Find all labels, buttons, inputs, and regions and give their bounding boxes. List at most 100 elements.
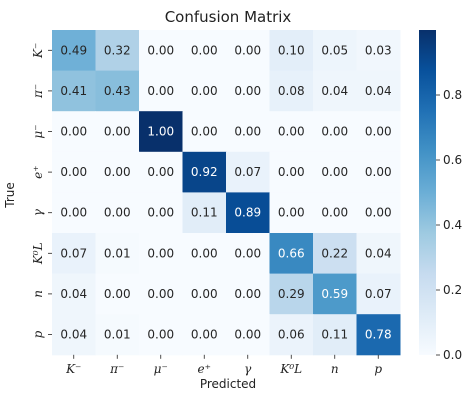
cell-value-label: 0.00 [104,206,131,220]
cell-value-label: 0.59 [321,287,348,301]
heatmap-cell [95,273,140,315]
cell-value-label: 0.00 [365,206,392,220]
heatmap-cell [313,70,357,112]
y-tick-labels: K⁻ π⁻ μ⁻ e⁺ γ K⁰L n p [31,43,52,338]
cell-value-label: 0.00 [234,246,261,260]
cell-value-label: 0.00 [321,165,348,179]
cell-value-label: 0.00 [191,246,218,260]
cell-value-label: 0.43 [104,84,131,98]
heatmap-cell [226,192,270,234]
cell-value-label: 0.00 [60,165,87,179]
cell-value-label: 0.00 [147,328,174,342]
colorbar-ticks: 0.0 0.2 0.4 0.6 0.8 [436,88,462,362]
heatmap-cell [269,314,314,356]
heatmap-cell [269,111,314,153]
y-tick-label: e⁺ [31,165,45,178]
cell-value-label: 0.00 [147,246,174,260]
heatmap-cell [356,233,401,275]
heatmap-cell [226,151,270,193]
heatmap-cell [356,70,401,112]
cell-value-label: 0.00 [234,328,261,342]
heatmap-cell [269,192,314,234]
heatmap-cell [269,233,314,275]
heatmap-cell [182,192,227,234]
x-axis-label: Predicted [200,377,256,391]
cell-value-label: 0.00 [191,125,218,139]
colorbar-tick-label: 0.6 [443,153,462,167]
cell-value-label: 0.66 [278,246,305,260]
y-tick-label: γ [31,208,45,216]
x-tick-label: π⁻ [109,362,124,376]
cell-value-label: 0.08 [278,84,305,98]
heatmap-cell [356,314,401,356]
cell-value-label: 0.00 [104,165,131,179]
cell-value-label: 0.03 [365,43,392,57]
cell-value-label: 0.89 [234,206,261,220]
cell-value-label: 0.00 [60,125,87,139]
colorbar-tick-label: 0.2 [443,283,462,297]
cell-value-label: 0.11 [191,206,218,220]
y-axis-label: True [3,182,17,209]
cell-value-label: 0.92 [191,165,218,179]
cell-value-label: 0.00 [60,206,87,220]
heatmap-cell [356,30,401,72]
cell-value-label: 0.00 [234,84,261,98]
colorbar-tick-label: 0.0 [443,348,462,362]
heatmap-cell [313,111,357,153]
cell-value-label: 0.00 [147,43,174,57]
heatmap-cell [52,314,96,356]
cell-value-label: 0.11 [321,328,348,342]
heatmap-cell [95,111,140,153]
heatmap-cell [182,273,227,315]
heatmap-cell [95,70,140,112]
y-tick-label: K⁰L [31,242,45,265]
heatmap-cell [139,70,183,112]
x-tick-label: e⁺ [198,362,211,376]
y-tick-label: K⁻ [31,43,45,59]
heatmap-cell [313,314,357,356]
heatmap-cell [139,192,183,234]
cell-value-label: 0.04 [365,246,392,260]
x-tick-label: p [374,362,382,376]
heatmap-cell [52,111,96,153]
heatmap-cell [313,151,357,193]
heatmap-cell [356,273,401,315]
heatmap-cell [356,192,401,234]
x-tick-label: K⁻ [65,362,81,376]
heatmap-cell [182,70,227,112]
cell-value-label: 0.07 [234,165,261,179]
heatmap-cell [139,314,183,356]
heatmap-cell [95,30,140,72]
heatmap-cell [313,30,357,72]
cell-value-label: 0.00 [365,165,392,179]
y-tick-label: μ⁻ [31,124,45,138]
cell-value-label: 0.04 [60,287,87,301]
cell-value-label: 0.00 [104,125,131,139]
heatmap-cell [356,111,401,153]
heatmap-cell [52,233,96,275]
y-tick-label: π⁻ [31,84,45,99]
heatmap-cell [95,192,140,234]
x-tick-labels: K⁻ π⁻ μ⁻ e⁺ γ K⁰L n p [65,354,382,376]
heatmap-cell [182,314,227,356]
cell-value-label: 0.32 [104,43,131,57]
cell-value-label: 0.00 [278,125,305,139]
cell-value-label: 0.49 [60,43,87,57]
heatmap-cell [52,192,96,234]
cell-value-label: 1.00 [147,125,174,139]
x-tick-label: γ [244,362,252,376]
cell-value-label: 0.07 [365,287,392,301]
cell-value-label: 0.00 [278,206,305,220]
cell-value-label: 0.78 [365,328,392,342]
cell-value-label: 0.04 [321,84,348,98]
heatmap-cell [139,30,183,72]
x-tick-label: μ⁻ [154,362,168,376]
heatmap-cell [182,233,227,275]
heatmap-cell [313,233,357,275]
colorbar-tick-label: 0.8 [443,88,462,102]
cell-value-label: 0.00 [191,43,218,57]
heatmap-cell [139,111,183,153]
heatmap-cell [313,273,357,315]
heatmap-cell [226,233,270,275]
chart-title: Confusion Matrix [165,8,292,26]
